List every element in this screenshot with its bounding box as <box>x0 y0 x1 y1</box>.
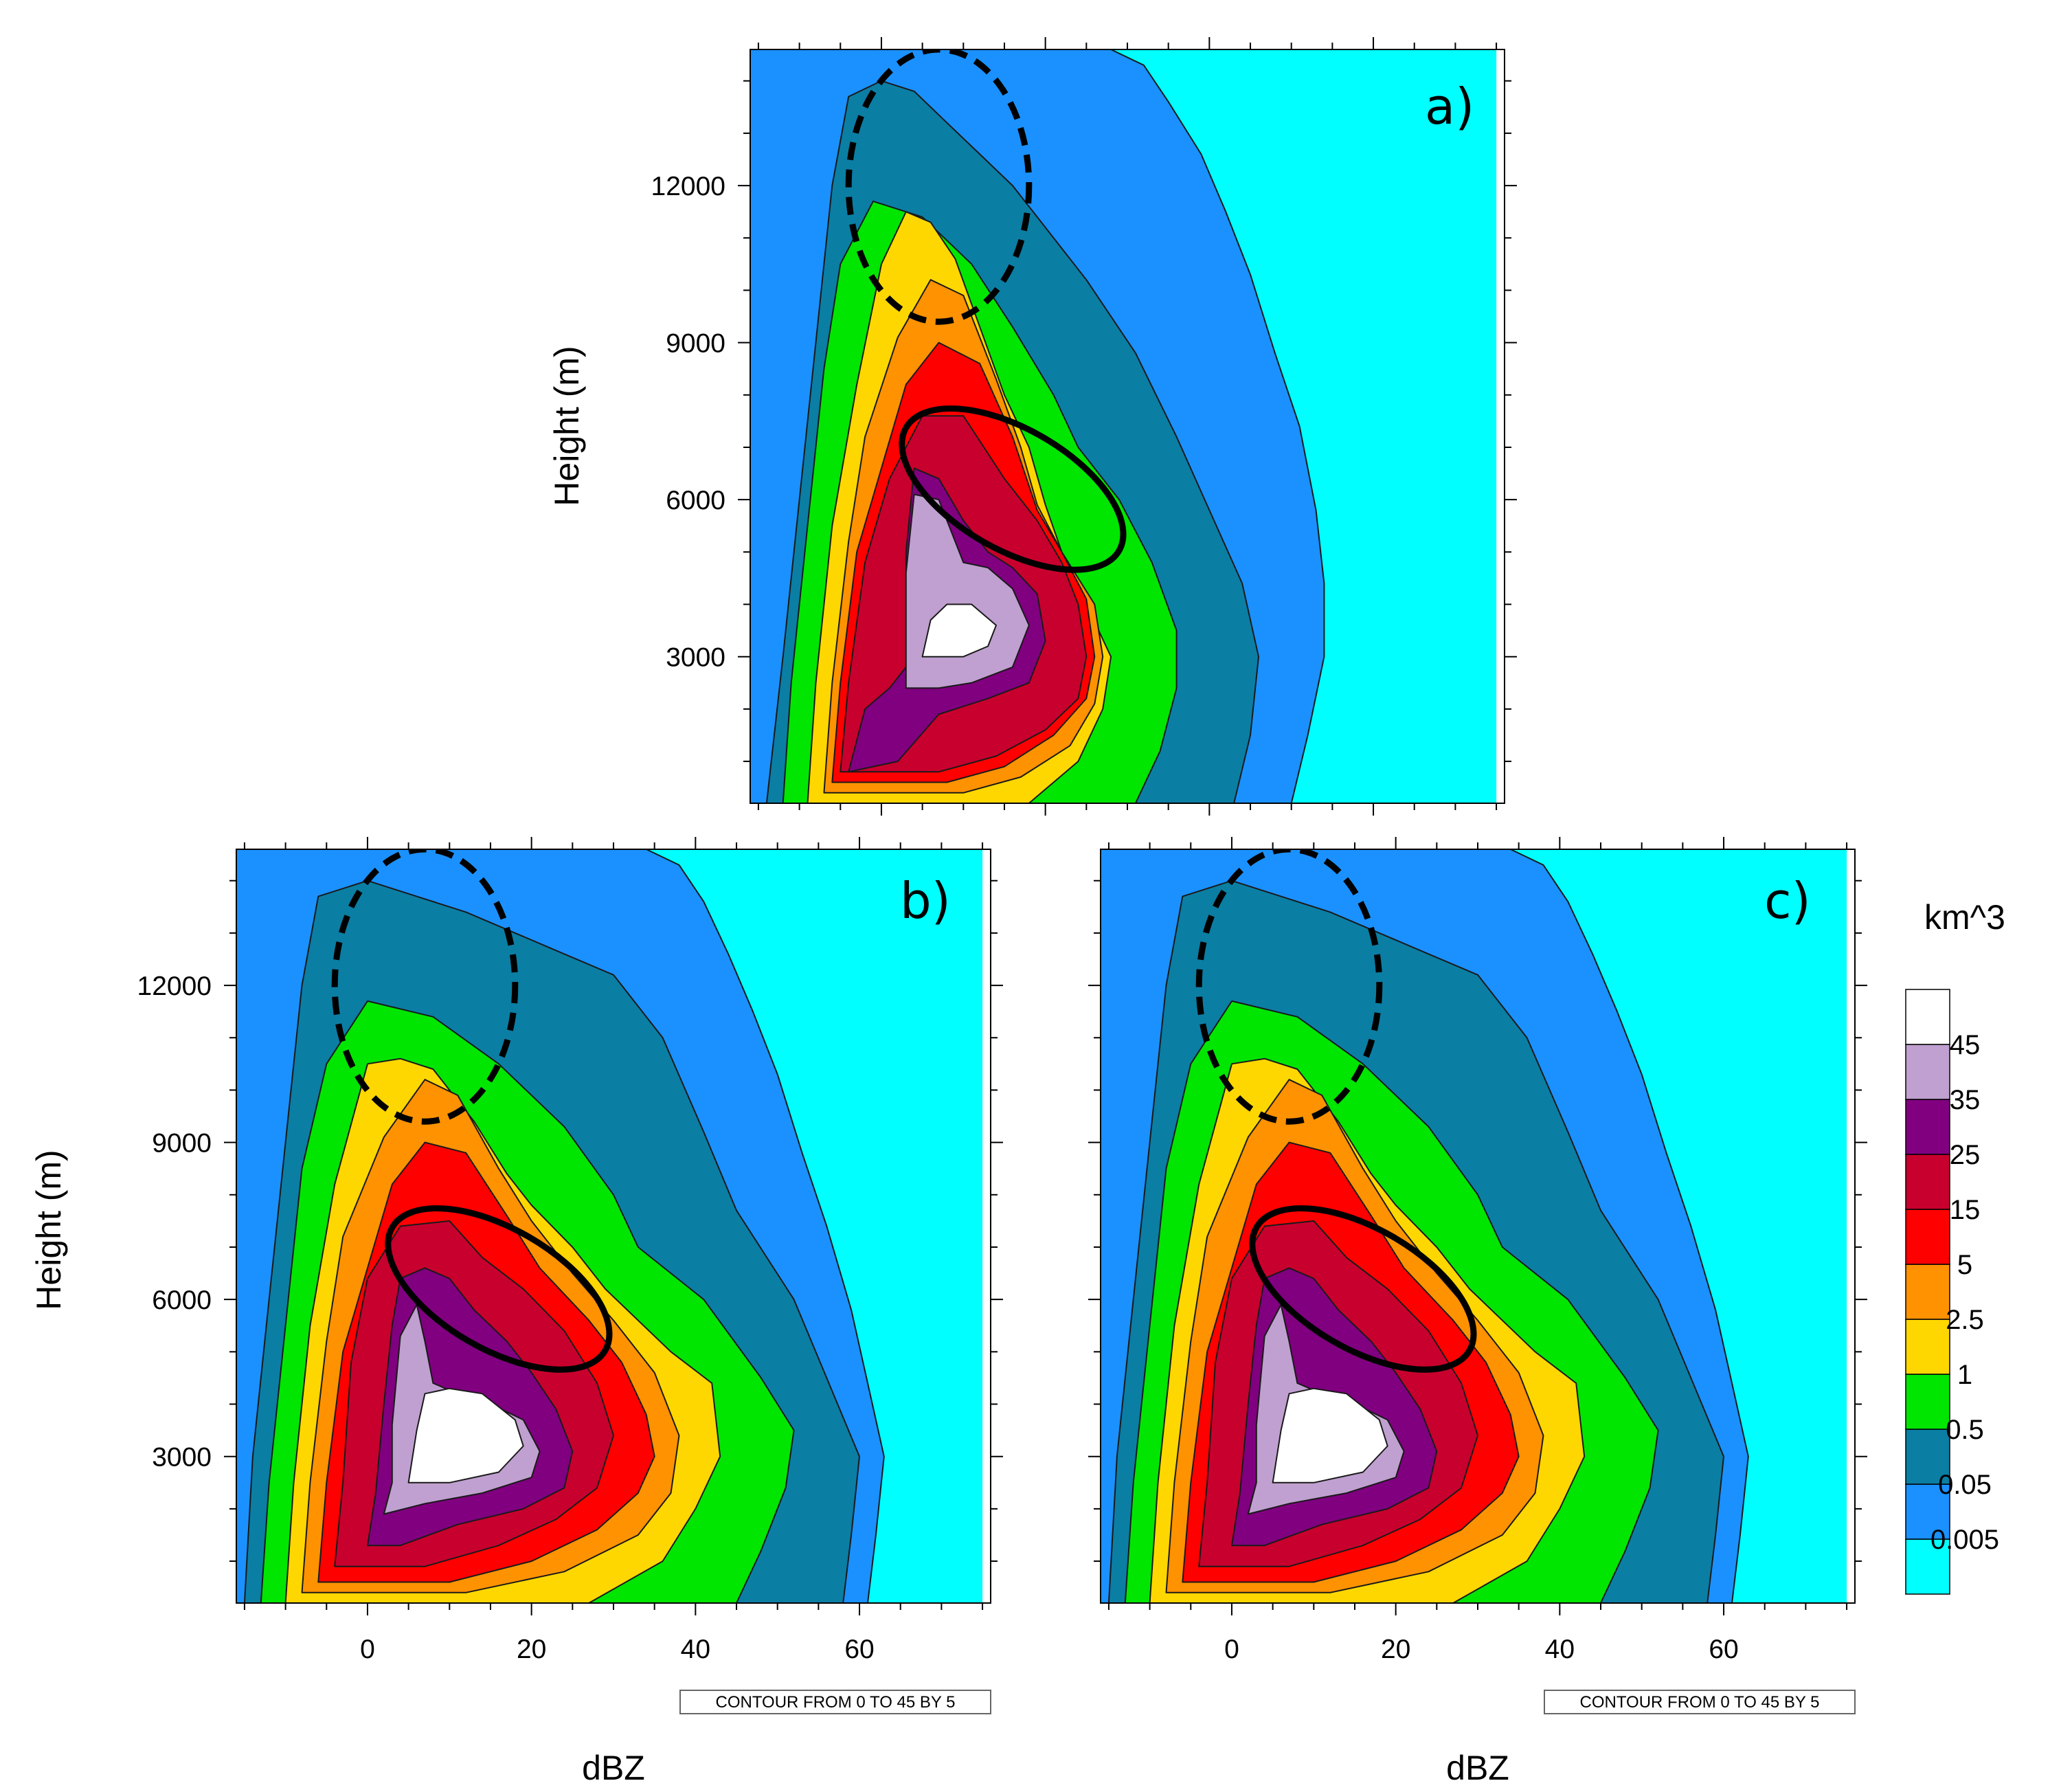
panel-c-label: c) <box>1764 872 1811 930</box>
panel-b-y-axis-title: Height (m) <box>30 1150 68 1310</box>
panel-b-label: b) <box>900 872 951 930</box>
panel-c-ticks: 0 20 40 60 <box>1088 837 1867 1664</box>
colorbar-label: 5 <box>1957 1250 1972 1280</box>
panel-b-contour-info-box <box>679 1690 991 1714</box>
panel-b-contour-info: CONTOUR FROM 0 TO 45 BY 5 <box>716 1693 956 1712</box>
colorbar-box-8 <box>1905 1099 1950 1155</box>
x-tick-label: 40 <box>681 1635 710 1664</box>
x-tick-label: 0 <box>1224 1635 1239 1664</box>
x-tick-label: 0 <box>360 1635 375 1664</box>
panel-a-y-axis-title: Height (m) <box>548 346 586 506</box>
panel-c: 0 20 40 60 c) CONTOUR FROM 0 TO 45 BY 5 dBZ <box>1088 837 1867 1787</box>
highlight-ellipse-mid-region <box>385 1205 613 1373</box>
colorbar: km^3 0.005 0.05 0.5 1 2.5 5 15 25 35 45 <box>1905 898 2005 1595</box>
colorbar-label: 15 <box>1950 1195 1981 1225</box>
panel-c-contour-info: CONTOUR FROM 0 TO 45 BY 5 <box>1580 1693 1820 1712</box>
colorbar-label: 1 <box>1957 1360 1972 1390</box>
y-tick-label: 12000 <box>651 172 725 201</box>
panel-b-x-axis-title: dBZ <box>582 1749 645 1787</box>
panel-a-label: a) <box>1425 78 1474 135</box>
y-tick-label: 3000 <box>666 643 725 673</box>
colorbar-box-1 <box>1905 1483 1950 1540</box>
colorbar-label: 0.05 <box>1938 1470 1992 1500</box>
panel-a: 3000 6000 9000 12000 a) Height (m) <box>548 37 1517 816</box>
colorbar-box-7 <box>1905 1154 1950 1210</box>
highlight-ellipse-upper-region <box>331 849 519 1125</box>
highlight-ellipse-upper-region <box>1195 849 1383 1125</box>
colorbar-title: km^3 <box>1924 898 2005 937</box>
panel-b-ticks: 3000 6000 9000 12000 0 20 40 60 <box>137 837 1003 1664</box>
x-tick-label: 40 <box>1545 1635 1575 1664</box>
x-tick-label: 60 <box>844 1635 874 1664</box>
panel-b: 3000 6000 9000 12000 0 20 40 60 b) Height (m) C… <box>30 837 1003 1787</box>
colorbar-label: 25 <box>1950 1140 1981 1170</box>
panel-c-fill-layers <box>1101 849 1847 1603</box>
colorbar-labels: 0.005 0.05 0.5 1 2.5 5 15 25 35 45 <box>1930 1030 1999 1555</box>
y-tick-label: 6000 <box>152 1286 212 1315</box>
colorbar-label: 45 <box>1950 1030 1981 1060</box>
contour-fill-level-10 <box>407 1387 524 1483</box>
contour-fill-level-10 <box>921 603 997 658</box>
colorbar-box-0 <box>1905 1538 1950 1595</box>
x-tick-label: 20 <box>1381 1635 1410 1664</box>
colorbar-label: 0.005 <box>1930 1525 1999 1555</box>
y-tick-label: 12000 <box>137 972 212 1001</box>
highlight-ellipse-mid-region <box>1249 1205 1477 1373</box>
panel-a-ticks: 3000 6000 9000 12000 <box>651 37 1517 816</box>
colorbar-box-6 <box>1905 1209 1950 1265</box>
panel-a-fill-layers <box>750 49 1497 803</box>
y-tick-label: 9000 <box>152 1129 212 1158</box>
colorbar-label: 35 <box>1950 1085 1981 1115</box>
highlight-ellipse-upper-region <box>845 49 1033 325</box>
panel-b-fill-layers <box>236 849 983 1603</box>
colorbar-boxes <box>1905 989 1950 1595</box>
colorbar-box-10 <box>1905 989 1950 1045</box>
panel-c-contour-info-box <box>1544 1690 1856 1714</box>
colorbar-label: 2.5 <box>1946 1305 1984 1335</box>
highlight-ellipse-mid-region <box>899 405 1127 573</box>
x-tick-label: 20 <box>517 1635 546 1664</box>
colorbar-box-2 <box>1905 1429 1950 1485</box>
y-tick-label: 3000 <box>152 1443 212 1472</box>
colorbar-box-3 <box>1905 1374 1950 1430</box>
y-tick-label: 6000 <box>666 486 725 515</box>
colorbar-box-4 <box>1905 1319 1950 1375</box>
y-tick-label: 9000 <box>666 329 725 359</box>
contour-fill-level-10 <box>1272 1387 1388 1483</box>
x-tick-label: 60 <box>1709 1635 1738 1664</box>
colorbar-box-5 <box>1905 1264 1950 1320</box>
colorbar-box-9 <box>1905 1044 1950 1100</box>
panel-c-x-axis-title: dBZ <box>1446 1749 1509 1787</box>
colorbar-label: 0.5 <box>1946 1415 1984 1445</box>
